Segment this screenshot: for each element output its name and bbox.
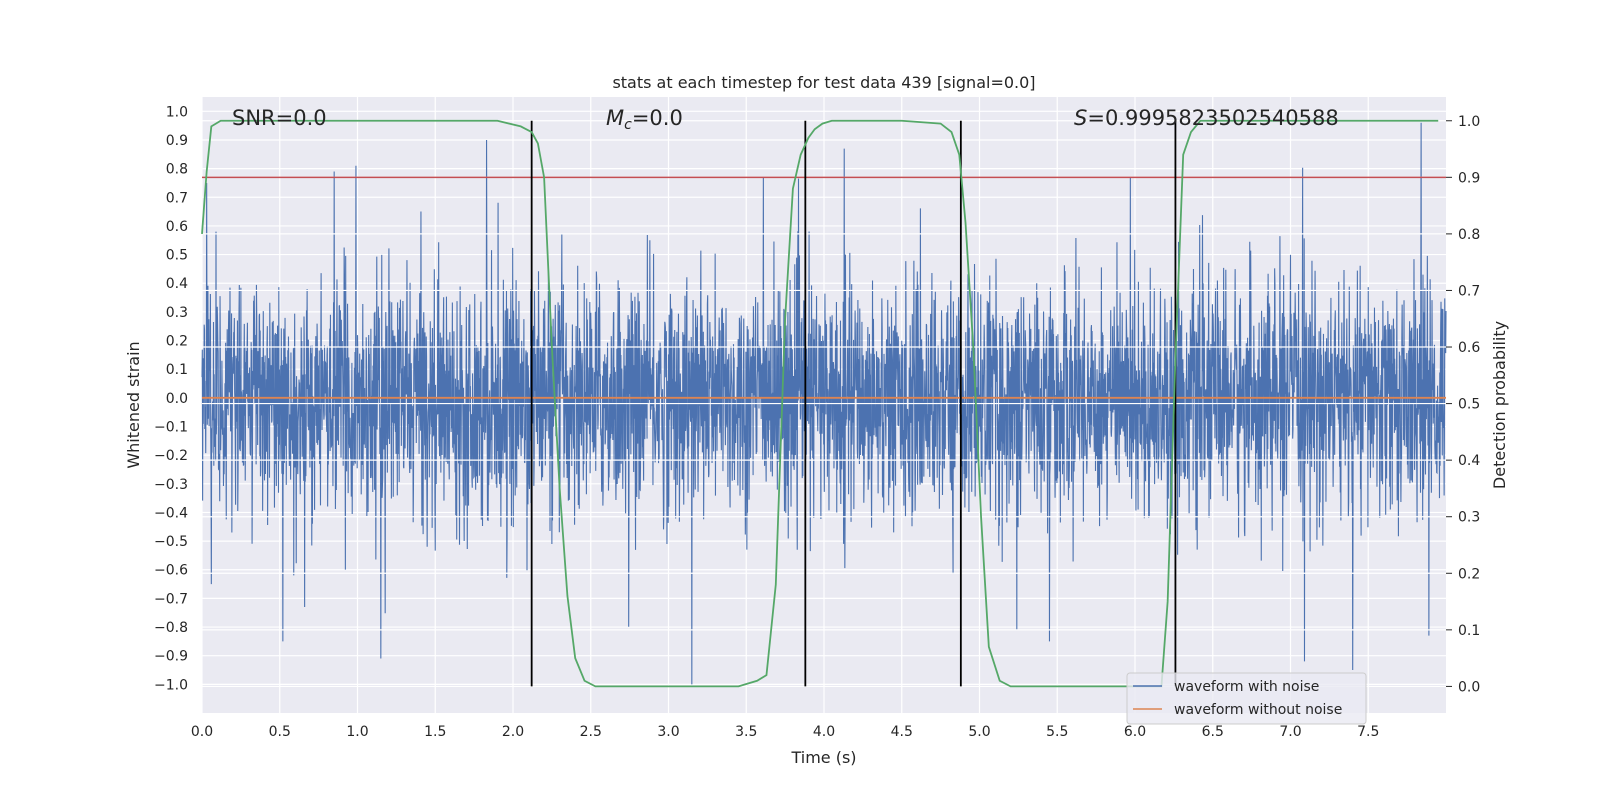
x-tick-label: 0.5 bbox=[269, 724, 291, 740]
y-left-tick-label: 0.4 bbox=[166, 276, 188, 292]
mc-annotation: Mc=0.0 bbox=[606, 106, 683, 133]
x-tick-label: 3.5 bbox=[735, 724, 757, 740]
y-left-tick-label: 0.5 bbox=[166, 248, 188, 264]
mc-value: =0.0 bbox=[632, 106, 683, 130]
y-left-tick-label: −0.2 bbox=[154, 448, 188, 464]
y-left-tick-label: −0.6 bbox=[154, 563, 188, 579]
y-right-tick-label: 0.9 bbox=[1458, 170, 1480, 186]
vertical-lines bbox=[530, 120, 1177, 687]
legend: waveform with noise waveform without noi… bbox=[1126, 672, 1367, 725]
y-left-tick-label: 0.7 bbox=[166, 190, 188, 206]
legend-label-clean: waveform without noise bbox=[1174, 702, 1342, 718]
y-left-tick-label: −0.9 bbox=[154, 649, 188, 665]
x-tick-label: 2.0 bbox=[502, 724, 524, 740]
s-value: =0.9995823502540588 bbox=[1087, 106, 1338, 130]
x-tick-label: 4.0 bbox=[813, 724, 835, 740]
y-left-tick-label: 1.0 bbox=[166, 104, 188, 120]
x-tick-label: 6.0 bbox=[1124, 724, 1146, 740]
chart-title: stats at each timestep for test data 439… bbox=[612, 73, 1035, 92]
x-tick-label: 2.5 bbox=[580, 724, 602, 740]
x-tick-label: 7.5 bbox=[1357, 724, 1379, 740]
y-right-tick-label: 0.1 bbox=[1458, 623, 1480, 639]
y-left-tick-label: 0.2 bbox=[166, 334, 188, 350]
y-left-tick-label: −0.3 bbox=[154, 477, 188, 493]
x-axis-label: Time (s) bbox=[790, 748, 856, 767]
y-left-tick-labels: −1.0 −0.9 −0.8 −0.7 −0.6 −0.5 −0.4 −0.3 −0.2 −0.1… bbox=[154, 104, 188, 693]
s-annotation: S=0.9995823502540588 bbox=[1074, 106, 1339, 130]
y-left-tick-label: 0.8 bbox=[166, 162, 188, 178]
y-right-tick-label: 0.4 bbox=[1458, 453, 1480, 469]
mc-subscript: c bbox=[624, 117, 632, 133]
y-right-tick-labels: 0.0 0.1 0.2 0.3 0.4 0.5 0.6 0.7 0.8 0.9 1.0 bbox=[1446, 114, 1480, 695]
y-right-tick-label: 0.0 bbox=[1458, 679, 1480, 695]
y-left-tick-label: −0.1 bbox=[154, 419, 188, 435]
y-left-axis-label: Whitened strain bbox=[124, 341, 143, 468]
y-right-tick-label: 0.8 bbox=[1458, 227, 1480, 243]
x-tick-label: 1.0 bbox=[346, 724, 368, 740]
y-right-tick-label: 0.7 bbox=[1458, 283, 1480, 299]
y-left-tick-label: 0.9 bbox=[166, 133, 188, 149]
x-tick-labels: 0.0 0.5 1.0 1.5 2.0 2.5 3.0 3.5 4.0 4.5 5.0 5.5 6.0 6… bbox=[191, 724, 1380, 740]
s-symbol: S bbox=[1074, 106, 1087, 130]
x-tick-label: 7.0 bbox=[1279, 724, 1301, 740]
x-tick-label: 5.5 bbox=[1046, 724, 1068, 740]
y-right-tick-label: 0.2 bbox=[1458, 566, 1480, 582]
legend-label-noise: waveform with noise bbox=[1174, 679, 1319, 695]
x-tick-label: 0.0 bbox=[191, 724, 213, 740]
y-left-tick-label: −1.0 bbox=[154, 677, 188, 693]
y-left-tick-label: −0.8 bbox=[154, 620, 188, 636]
snr-annotation: SNR=0.0 bbox=[232, 106, 327, 130]
y-right-tick-label: 0.6 bbox=[1458, 340, 1480, 356]
x-tick-label: 1.5 bbox=[424, 724, 446, 740]
x-tick-label: 3.0 bbox=[657, 724, 679, 740]
y-right-tick-label: 0.3 bbox=[1458, 510, 1480, 526]
detection-probability-line bbox=[201, 119, 1439, 688]
mc-symbol: M bbox=[606, 106, 624, 130]
legend-box bbox=[1126, 672, 1367, 725]
y-right-tick-label: 1.0 bbox=[1458, 114, 1480, 130]
y-left-tick-label: −0.7 bbox=[154, 591, 188, 607]
waveform-with-noise-line bbox=[201, 122, 1447, 685]
y-left-tick-label: 0.6 bbox=[166, 219, 188, 235]
y-left-tick-label: 0.0 bbox=[166, 391, 188, 407]
x-tick-label: 6.5 bbox=[1202, 724, 1224, 740]
x-tick-label: 5.0 bbox=[968, 724, 990, 740]
y-left-tick-label: 0.1 bbox=[166, 362, 188, 378]
y-left-tick-label: −0.5 bbox=[154, 534, 188, 550]
y-left-tick-label: −0.4 bbox=[154, 505, 188, 521]
detection-probability-series bbox=[201, 119, 1439, 688]
waveform-with-noise-series bbox=[201, 122, 1447, 685]
y-left-tick-label: 0.3 bbox=[166, 305, 188, 321]
y-right-tick-label: 0.5 bbox=[1458, 397, 1480, 413]
x-tick-label: 4.5 bbox=[891, 724, 913, 740]
y-right-axis-label: Detection probability bbox=[1490, 321, 1509, 489]
